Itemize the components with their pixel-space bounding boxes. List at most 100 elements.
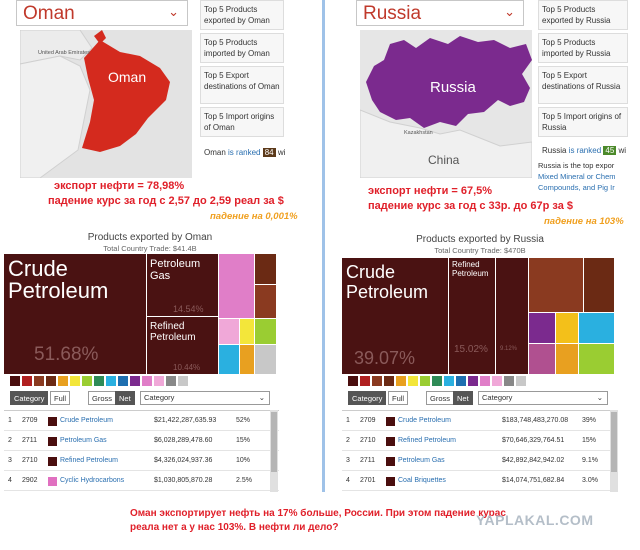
category-icon[interactable] bbox=[106, 376, 116, 386]
link-top-exports[interactable]: Top 5 Products exported by Russia bbox=[538, 0, 628, 30]
table-row[interactable]: 1 2709 Crude Petroleum $21,422,287,635.93 52… bbox=[4, 411, 279, 431]
description-link[interactable]: Mixed Mineral or Chem bbox=[538, 172, 616, 181]
treemap-cell[interactable] bbox=[219, 319, 239, 344]
category-icon[interactable] bbox=[82, 376, 92, 386]
rank-link[interactable]: is ranked bbox=[228, 148, 261, 157]
scrollbar-thumb[interactable] bbox=[271, 412, 277, 472]
category-icon[interactable] bbox=[456, 376, 466, 386]
category-icon[interactable] bbox=[70, 376, 80, 386]
treemap-cell[interactable] bbox=[529, 313, 555, 343]
link-import-origins[interactable]: Top 5 Import origins of Russia bbox=[538, 107, 628, 137]
link-import-origins[interactable]: Top 5 Import origins of Oman bbox=[200, 107, 284, 137]
table-row[interactable]: 3 2710 Refined Petroleum $4,326,024,937.36 1… bbox=[4, 451, 279, 471]
category-icon[interactable] bbox=[432, 376, 442, 386]
table-row[interactable]: 1 2709 Crude Petroleum $183,748,483,270.08 3… bbox=[342, 411, 617, 431]
russia-map[interactable]: Kazakhstan China Russia bbox=[360, 30, 532, 178]
table-row[interactable]: 2 2711 Petroleum Gas $6,028,289,478.60 15% bbox=[4, 431, 279, 451]
treemap-cell[interactable] bbox=[529, 344, 555, 374]
category-icon[interactable] bbox=[480, 376, 490, 386]
category-icon[interactable] bbox=[396, 376, 406, 386]
category-dropdown[interactable]: Category ⌄ bbox=[478, 391, 608, 405]
category-icon[interactable] bbox=[468, 376, 478, 386]
link-top-exports[interactable]: Top 5 Products exported by Oman bbox=[200, 0, 284, 30]
category-icon[interactable] bbox=[348, 376, 358, 386]
treemap-cell-refined[interactable]: Refined Petroleum 10.44% bbox=[147, 317, 218, 374]
table-row[interactable]: 4 2902 Cyclic Hydrocarbons $1,030,805,870.2… bbox=[4, 471, 279, 491]
table-row[interactable]: 2 2710 Refined Petroleum $70,646,329,764.51… bbox=[342, 431, 617, 451]
row-product[interactable]: Cyclic Hydrocarbons bbox=[60, 477, 125, 484]
link-export-destinations[interactable]: Top 5 Export destinations of Oman bbox=[200, 66, 284, 104]
treemap-cell-refined[interactable]: Refined Petroleum 15.02% bbox=[449, 258, 495, 374]
category-icon[interactable] bbox=[142, 376, 152, 386]
treemap-cell-gas[interactable]: 9.12% bbox=[496, 258, 528, 374]
category-icon[interactable] bbox=[154, 376, 164, 386]
category-icon[interactable] bbox=[444, 376, 454, 386]
category-icon[interactable] bbox=[22, 376, 32, 386]
category-icon[interactable] bbox=[360, 376, 370, 386]
row-product[interactable]: Refined Petroleum bbox=[60, 457, 118, 464]
treemap-cell[interactable] bbox=[584, 258, 614, 312]
treemap-cell[interactable] bbox=[255, 285, 276, 318]
country-select-oman[interactable]: Oman ⌄ bbox=[16, 0, 188, 26]
category-icon[interactable] bbox=[408, 376, 418, 386]
gross-button[interactable]: Gross bbox=[426, 391, 455, 405]
treemap-cell[interactable] bbox=[579, 313, 614, 343]
treemap-cell[interactable] bbox=[255, 345, 276, 374]
row-product[interactable]: Petroleum Gas bbox=[398, 457, 445, 464]
treemap-cell-chem[interactable] bbox=[219, 254, 254, 318]
row-product[interactable]: Refined Petroleum bbox=[398, 437, 456, 444]
table-scrollbar[interactable] bbox=[610, 410, 618, 492]
net-button[interactable]: Net bbox=[115, 391, 135, 405]
table-row[interactable]: 4 2701 Coal Briquettes $14,074,751,682.84 3.… bbox=[342, 471, 617, 491]
treemap[interactable]: Crude Petroleum 51.68% Petroleum Gas 14.… bbox=[4, 254, 276, 374]
category-icon[interactable] bbox=[504, 376, 514, 386]
gross-button[interactable]: Gross bbox=[88, 391, 117, 405]
category-icon[interactable] bbox=[10, 376, 20, 386]
category-button[interactable]: Category bbox=[348, 391, 387, 405]
treemap-cell-crude[interactable]: Crude Petroleum 51.68% bbox=[4, 254, 146, 374]
treemap-cell[interactable] bbox=[240, 345, 254, 374]
treemap-cell[interactable] bbox=[529, 258, 583, 312]
treemap[interactable]: Crude Petroleum 39.07% Refined Petroleum… bbox=[342, 258, 614, 378]
treemap-cell-gas[interactable]: Petroleum Gas 14.54% bbox=[147, 254, 218, 316]
category-icon[interactable] bbox=[384, 376, 394, 386]
treemap-cell[interactable] bbox=[579, 344, 614, 374]
oman-map[interactable]: United Arab Emirates Oman bbox=[20, 30, 192, 178]
category-icon[interactable] bbox=[492, 376, 502, 386]
full-button[interactable]: Full bbox=[50, 391, 71, 405]
scrollbar-thumb[interactable] bbox=[611, 412, 617, 472]
category-icon[interactable] bbox=[94, 376, 104, 386]
category-button[interactable]: Category bbox=[10, 391, 49, 405]
link-top-imports[interactable]: Top 5 Products imported by Russia bbox=[538, 33, 628, 63]
treemap-cell[interactable] bbox=[240, 319, 254, 344]
row-product[interactable]: Coal Briquettes bbox=[398, 477, 446, 484]
category-icon[interactable] bbox=[46, 376, 56, 386]
category-dropdown[interactable]: Category ⌄ bbox=[140, 391, 270, 405]
rank-link[interactable]: is ranked bbox=[568, 146, 602, 155]
treemap-cell[interactable] bbox=[556, 313, 578, 343]
link-top-imports[interactable]: Top 5 Products imported by Oman bbox=[200, 33, 284, 63]
category-icon[interactable] bbox=[34, 376, 44, 386]
category-icon[interactable] bbox=[166, 376, 176, 386]
treemap-cell[interactable] bbox=[255, 254, 276, 284]
treemap-cell[interactable] bbox=[255, 319, 276, 344]
table-scrollbar[interactable] bbox=[270, 410, 278, 492]
link-export-destinations[interactable]: Top 5 Export destinations of Russia bbox=[538, 66, 628, 104]
treemap-cell-crude[interactable]: Crude Petroleum 39.07% bbox=[342, 258, 448, 374]
table-row[interactable]: 3 2711 Petroleum Gas $42,892,842,942.02 9.1% bbox=[342, 451, 617, 471]
category-icon[interactable] bbox=[130, 376, 140, 386]
country-select-russia[interactable]: Russia ⌄ bbox=[356, 0, 524, 26]
row-product[interactable]: Crude Petroleum bbox=[60, 417, 113, 424]
category-icon[interactable] bbox=[178, 376, 188, 386]
treemap-cell[interactable] bbox=[219, 345, 239, 374]
full-button[interactable]: Full bbox=[388, 391, 409, 405]
category-icon[interactable] bbox=[372, 376, 382, 386]
treemap-cell[interactable] bbox=[556, 344, 578, 374]
description-link[interactable]: Compounds, and Pig Ir bbox=[538, 183, 615, 192]
category-icon[interactable] bbox=[58, 376, 68, 386]
row-product[interactable]: Petroleum Gas bbox=[60, 437, 107, 444]
net-button[interactable]: Net bbox=[453, 391, 473, 405]
category-icon[interactable] bbox=[420, 376, 430, 386]
row-product[interactable]: Crude Petroleum bbox=[398, 417, 451, 424]
category-icon[interactable] bbox=[516, 376, 526, 386]
